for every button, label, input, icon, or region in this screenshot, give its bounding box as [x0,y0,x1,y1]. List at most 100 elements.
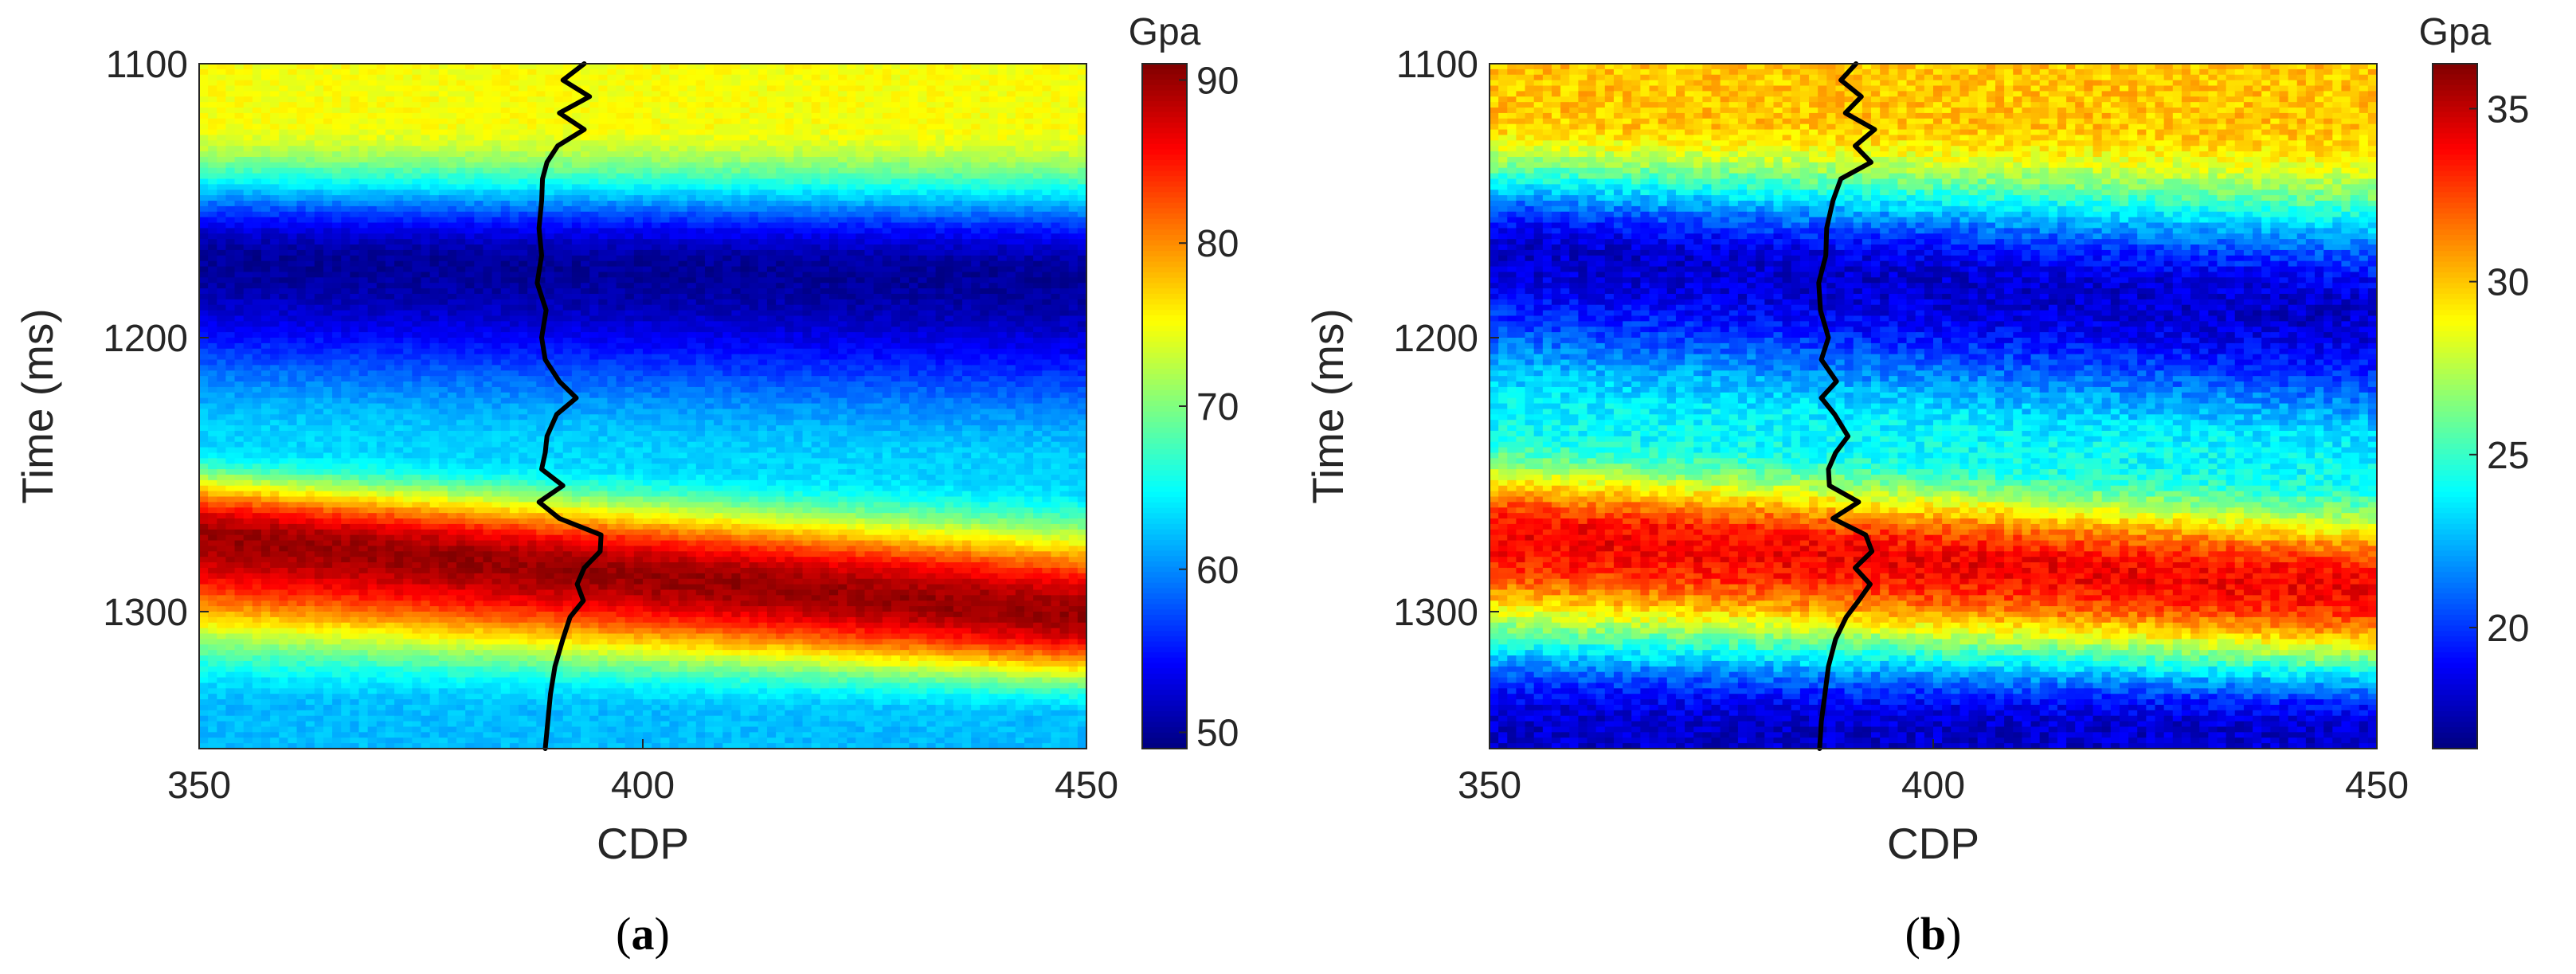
panel-b-colorbar-swatch [2433,150,2477,155]
panel-b-colorbar-swatch [2433,64,2477,69]
panel-b-colorbar-swatch [2433,96,2477,101]
panel-b-colorbar-swatch [2433,203,2477,209]
panel-b-colorbar-swatch [2433,144,2477,150]
panel-a-colorbar-tick-label: 70 [1196,386,1239,428]
panel-b-colorbar-swatch [2433,668,2477,674]
panel-b-colorbar-swatch [2433,187,2477,193]
panel-a-colorbar-swatch [1142,219,1187,225]
panel-b-colorbar-swatch [2433,711,2477,717]
panel-b-colorbar-swatch [2433,604,2477,610]
panel-b-colorbar-swatch [2433,101,2477,107]
panel-b-colorbar-swatch [2433,337,2477,342]
panel-b-x-tick-label: 450 [2345,765,2409,807]
panel-b-colorbar-swatch [2433,278,2477,284]
panel-a-colorbar-swatch [1142,465,1187,471]
panel-a-colorbar-swatch [1142,647,1187,652]
panel-b-colorbar-swatch [2433,245,2477,251]
panel-a-colorbar-swatch [1142,208,1187,213]
panel-b-colorbar-swatch [2433,353,2477,358]
panel-a-colorbar-swatch [1142,96,1187,101]
panel-b-colorbar-swatch [2433,272,2477,278]
panel-a-colorbar-swatch [1142,449,1187,455]
panel-b-colorbar-swatch [2433,636,2477,642]
panel-a-y-axis-title: Time (ms) [13,308,62,503]
panel-a-colorbar-swatch [1142,160,1187,166]
panel-a-colorbar-swatch [1142,428,1187,433]
panel-b-colorbar-swatch [2433,155,2477,160]
panel-a-colorbar-swatch [1142,390,1187,396]
panel-a-colorbar-swatch [1142,155,1187,160]
panel-a-colorbar-swatch [1142,481,1187,487]
panel-a-colorbar-swatch [1142,170,1187,176]
panel-b-label: (b) [1905,908,1962,960]
panel-b-colorbar-swatch [2433,534,2477,540]
panel-b-y-axis-title: Time (ms) [1303,308,1353,503]
panel-b-colorbar-swatch [2433,695,2477,701]
panel-a-label: (a) [616,908,670,960]
panel-b-colorbar-swatch [2433,192,2477,198]
panel-b-colorbar-swatch [2433,481,2477,487]
panel-a-y-tick-label: 1200 [103,318,188,360]
panel-a-colorbar-swatch [1142,304,1187,310]
panel-b-colorbar-swatch [2433,208,2477,213]
panel-a-colorbar-swatch [1142,625,1187,631]
panel-b-colorbar-swatch [2433,406,2477,412]
panel-b-colorbar-swatch [2433,412,2477,417]
panel-a-colorbar-swatch [1142,583,1187,589]
panel-a-y-tick-label: 1100 [106,44,188,86]
panel-b-heatmap [1490,64,2378,749]
panel-b-colorbar-swatch [2433,374,2477,380]
panel-b-colorbar-swatch [2433,717,2477,722]
panel-a-colorbar-swatch [1142,315,1187,321]
panel-a-colorbar-swatch [1142,337,1187,342]
panel-b-colorbar-swatch [2433,133,2477,139]
panel-a-x-tick-label: 400 [611,765,675,807]
panel-a-colorbar-swatch [1142,550,1187,556]
panel-a-colorbar-swatch [1142,497,1187,503]
panel-a-colorbar-swatch [1142,599,1187,604]
panel-a-colorbar-swatch [1142,460,1187,465]
panel-a-colorbar-swatch [1142,717,1187,722]
panel-b-colorbar-swatch [2433,139,2477,144]
panel-b-colorbar-swatch [2433,620,2477,626]
panel-a-colorbar-swatch [1142,636,1187,642]
panel-a-colorbar-swatch [1142,668,1187,674]
panel-a-colorbar-swatch [1142,374,1187,380]
panel-a-heatmap [199,64,1087,749]
panel-b-colorbar-swatch [2433,722,2477,727]
panel-b-y-tick-label: 1300 [1393,592,1478,634]
panel-b-colorbar-swatch [2433,609,2477,615]
panel-a-colorbar-swatch [1142,417,1187,422]
panel-a-colorbar-swatch [1142,561,1187,567]
panel-a-colorbar-swatch [1142,107,1187,112]
panel-b-colorbar-swatch [2433,631,2477,636]
panel-a-colorbar-swatch [1142,534,1187,540]
panel-a-colorbar-swatch [1142,321,1187,327]
panel-a-colorbar-swatch [1142,503,1187,508]
panel-a-colorbar-swatch [1142,738,1187,744]
panel-b-colorbar-swatch [2433,497,2477,503]
panel-a-colorbar-swatch [1142,310,1187,315]
panel-a-colorbar-swatch [1142,540,1187,546]
panel-a-colorbar-swatch [1142,353,1187,358]
panel-b-colorbar-swatch [2433,738,2477,744]
panel-a-colorbar-swatch [1142,475,1187,481]
panel-a-colorbar-swatch [1142,278,1187,284]
panel-a-colorbar-swatch [1142,556,1187,561]
panel-b-colorbar-tick-label: 20 [2487,608,2529,650]
panel-a-colorbar-swatch [1142,283,1187,288]
panel-b-colorbar-swatch [2433,160,2477,166]
panel-b-colorbar-swatch [2433,331,2477,337]
panel-a-heatmap-cells [199,64,1087,749]
panel-b-colorbar-swatch [2433,342,2477,347]
panel-b-colorbar-swatch [2433,417,2477,422]
panel-b-colorbar-swatch [2433,492,2477,498]
panel-a-colorbar-swatch [1142,150,1187,155]
panel-b-colorbar-swatch [2433,198,2477,203]
panel-b-colorbar-swatch [2433,219,2477,225]
panel-b-colorbar-swatch [2433,706,2477,711]
panel-b-colorbar-swatch [2433,642,2477,647]
panel-a-x-axis-title: CDP [597,819,689,868]
panel-b-colorbar-swatch [2433,658,2477,663]
